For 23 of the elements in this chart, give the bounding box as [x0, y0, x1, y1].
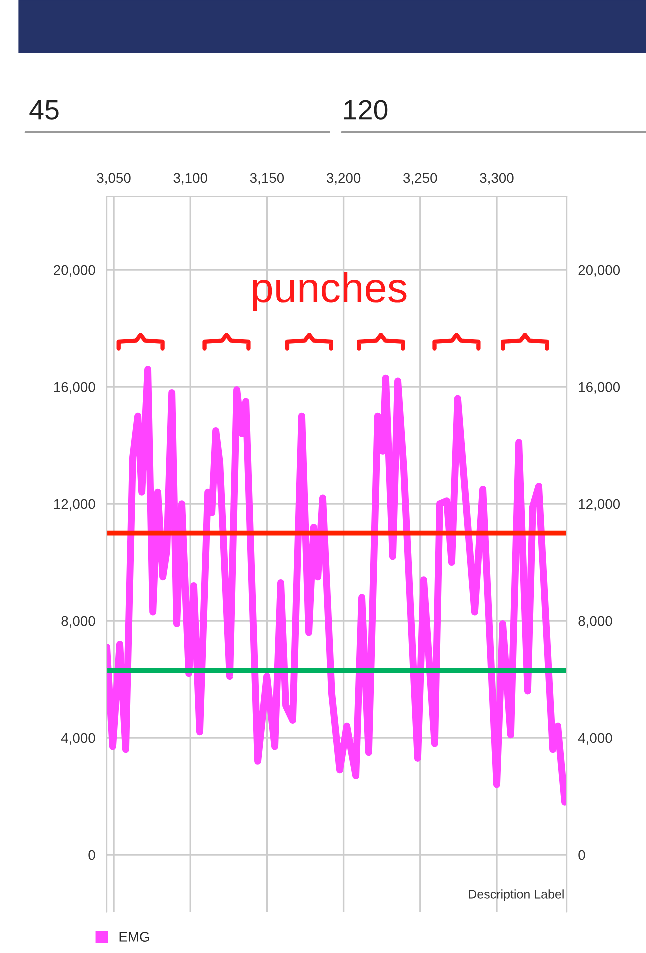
- x-tick-label: 3,200: [326, 173, 361, 185]
- x-tick-label: 3,250: [404, 173, 438, 185]
- x-tick-label: 3,100: [174, 173, 208, 185]
- y-tick-label: 20,000: [54, 265, 96, 277]
- y-tick-label: 0: [88, 850, 96, 860]
- text: 45: [30, 100, 59, 120]
- y2-tick-label: 0: [578, 850, 586, 860]
- x-tick-label: 3,150: [250, 173, 284, 185]
- y-tick-label: 8,000: [62, 616, 96, 628]
- y2-tick-label: 4,000: [578, 733, 612, 745]
- y-tick-label: 4,000: [61, 733, 96, 745]
- y-tick-label: 12,000: [54, 499, 96, 511]
- annotation: Description Label: [469, 890, 564, 902]
- x-tick-label: 3,300: [480, 173, 514, 185]
- y2-tick-label: 16,000: [579, 382, 620, 394]
- y2-tick-label: 12,000: [579, 499, 620, 511]
- y2-tick-label: 8,000: [578, 616, 612, 628]
- y-tick-label: 16,000: [54, 382, 96, 394]
- legend-label: EMG: [120, 932, 150, 942]
- annotation: punches: [253, 272, 407, 312]
- y2-tick-label: 20,000: [578, 265, 620, 277]
- text: 120: [344, 100, 388, 120]
- x-tick-label: 3,050: [97, 173, 131, 185]
